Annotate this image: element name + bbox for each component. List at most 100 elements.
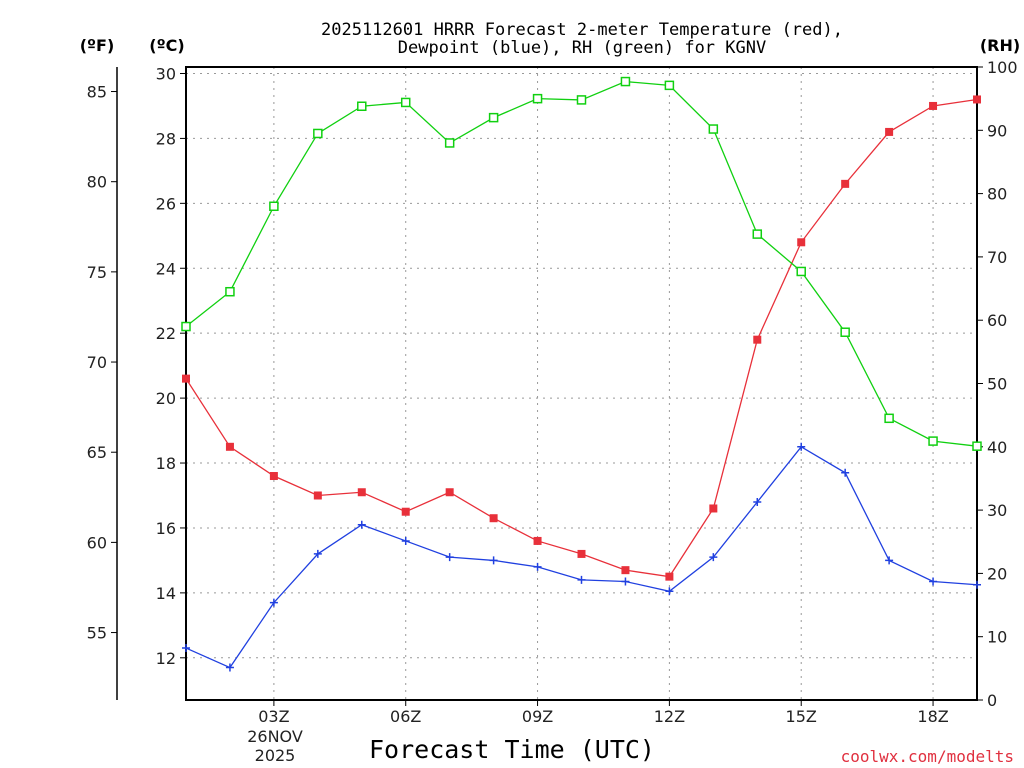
unit-label-fahrenheit: (ºF): [80, 36, 115, 55]
dewpoint-point: [929, 577, 938, 586]
dewpoint-point: [357, 520, 366, 529]
rh-point: [752, 229, 763, 239]
rh-point: [269, 201, 279, 212]
rh-line: [185, 80, 978, 447]
temperature-point: [313, 491, 322, 500]
celsius-tick-label: 22: [156, 324, 176, 343]
dewpoint-point: [445, 553, 454, 562]
unit-label-celsius: (ºC): [149, 36, 184, 55]
grid: [186, 67, 977, 700]
temperature-point: [225, 442, 234, 451]
fahrenheit-tick-label: 65: [87, 443, 107, 462]
x-tick-label: 12Z: [654, 707, 685, 726]
rh-point: [576, 95, 587, 105]
celsius-tick-label: 16: [156, 519, 176, 538]
dewpoint-point: [797, 442, 806, 451]
fahrenheit-tick-label: 70: [87, 353, 107, 372]
temperature-point: [841, 179, 850, 188]
chart-title-line2: Dewpoint (blue), RH (green) for KGNV: [398, 38, 766, 58]
temperature-point: [577, 549, 586, 558]
celsius-tick-label: 12: [156, 649, 176, 668]
dewpoint-point: [489, 556, 498, 565]
rh-point: [928, 436, 938, 446]
dewpoint-point: [665, 587, 674, 596]
dewpoint-point: [577, 575, 586, 584]
celsius-tick-label: 14: [156, 584, 176, 603]
tick-labels: 03Z 06Z 09Z 12Z 15Z 18Z 12 14 16 18 20 22 24 26 28 30 55…: [87, 58, 1018, 726]
dewpoint-point: [709, 553, 718, 562]
temperature-point: [621, 566, 630, 575]
temperature-line: [185, 98, 978, 578]
axes: [111, 66, 983, 706]
temperature-point: [445, 488, 454, 497]
rh-tick-label: 70: [987, 248, 1007, 267]
rh-point: [181, 321, 191, 332]
dewpoint-point: [269, 598, 278, 607]
rh-point: [884, 413, 894, 424]
rh-tick-label: 20: [987, 564, 1007, 583]
celsius-tick-label: 28: [156, 129, 176, 148]
x-tick-label: 18Z: [917, 707, 948, 726]
temperature-point: [533, 536, 542, 545]
rh-series: [181, 76, 982, 451]
temperature-point: [489, 514, 498, 523]
fahrenheit-tick-label: 60: [87, 533, 107, 552]
fahrenheit-tick-label: 80: [87, 173, 107, 192]
temperature-point: [665, 572, 674, 581]
date-label-day: 26NOV: [247, 727, 303, 746]
rh-tick-label: 40: [987, 438, 1007, 457]
temperature-point: [269, 472, 278, 481]
unit-label-rh: (RH): [980, 36, 1020, 55]
rh-point: [796, 266, 806, 277]
rh-point: [708, 124, 719, 134]
dewpoint-point: [973, 580, 981, 589]
x-tick-label: 09Z: [522, 707, 553, 726]
fahrenheit-tick-label: 55: [87, 624, 107, 643]
rh-point: [488, 112, 499, 123]
dewpoint-point: [885, 556, 894, 565]
chart-title-line1: 2025112601 HRRR Forecast 2-meter Tempera…: [321, 20, 843, 40]
rh-tick-label: 80: [987, 185, 1007, 204]
temperature-point: [357, 488, 366, 497]
rh-point: [620, 76, 631, 87]
rh-point: [444, 138, 455, 148]
celsius-tick-label: 24: [156, 259, 176, 278]
celsius-tick-label: 20: [156, 389, 176, 408]
dewpoint-point: [313, 549, 322, 558]
rh-tick-label: 0: [987, 691, 997, 710]
series-group: [181, 76, 982, 672]
rh-tick-label: 50: [987, 375, 1007, 394]
rh-point: [664, 80, 675, 91]
rh-point: [313, 128, 323, 139]
dewpoint-point: [182, 644, 190, 653]
dewpoint-point: [753, 497, 762, 506]
credit-text: coolwx.com/modelts: [841, 747, 1014, 766]
rh-tick-label: 30: [987, 501, 1007, 520]
dewpoint-point: [621, 577, 630, 586]
celsius-tick-label: 30: [156, 64, 176, 83]
temperature-point: [797, 238, 806, 247]
fahrenheit-tick-label: 75: [87, 263, 107, 282]
temperature-point: [973, 95, 981, 104]
dewpoint-point: [225, 663, 234, 672]
date-label-year: 2025: [255, 746, 296, 765]
x-tick-label: 15Z: [786, 707, 817, 726]
rh-point: [532, 93, 543, 104]
rh-tick-label: 100: [987, 58, 1018, 77]
dewpoint-series: [182, 442, 981, 672]
x-tick-label: 06Z: [390, 707, 421, 726]
x-axis-label: Forecast Time (UTC): [369, 735, 655, 764]
rh-point: [400, 97, 411, 108]
dewpoint-point: [841, 468, 850, 477]
dewpoint-point: [401, 536, 410, 545]
x-tick-label: 03Z: [258, 707, 289, 726]
temperature-series: [182, 95, 981, 581]
rh-point: [225, 286, 235, 297]
rh-point: [840, 327, 850, 337]
temperature-point: [182, 374, 190, 383]
rh-point: [972, 441, 982, 451]
rh-point: [357, 101, 367, 111]
celsius-tick-label: 26: [156, 194, 176, 213]
temperature-point: [709, 504, 718, 513]
